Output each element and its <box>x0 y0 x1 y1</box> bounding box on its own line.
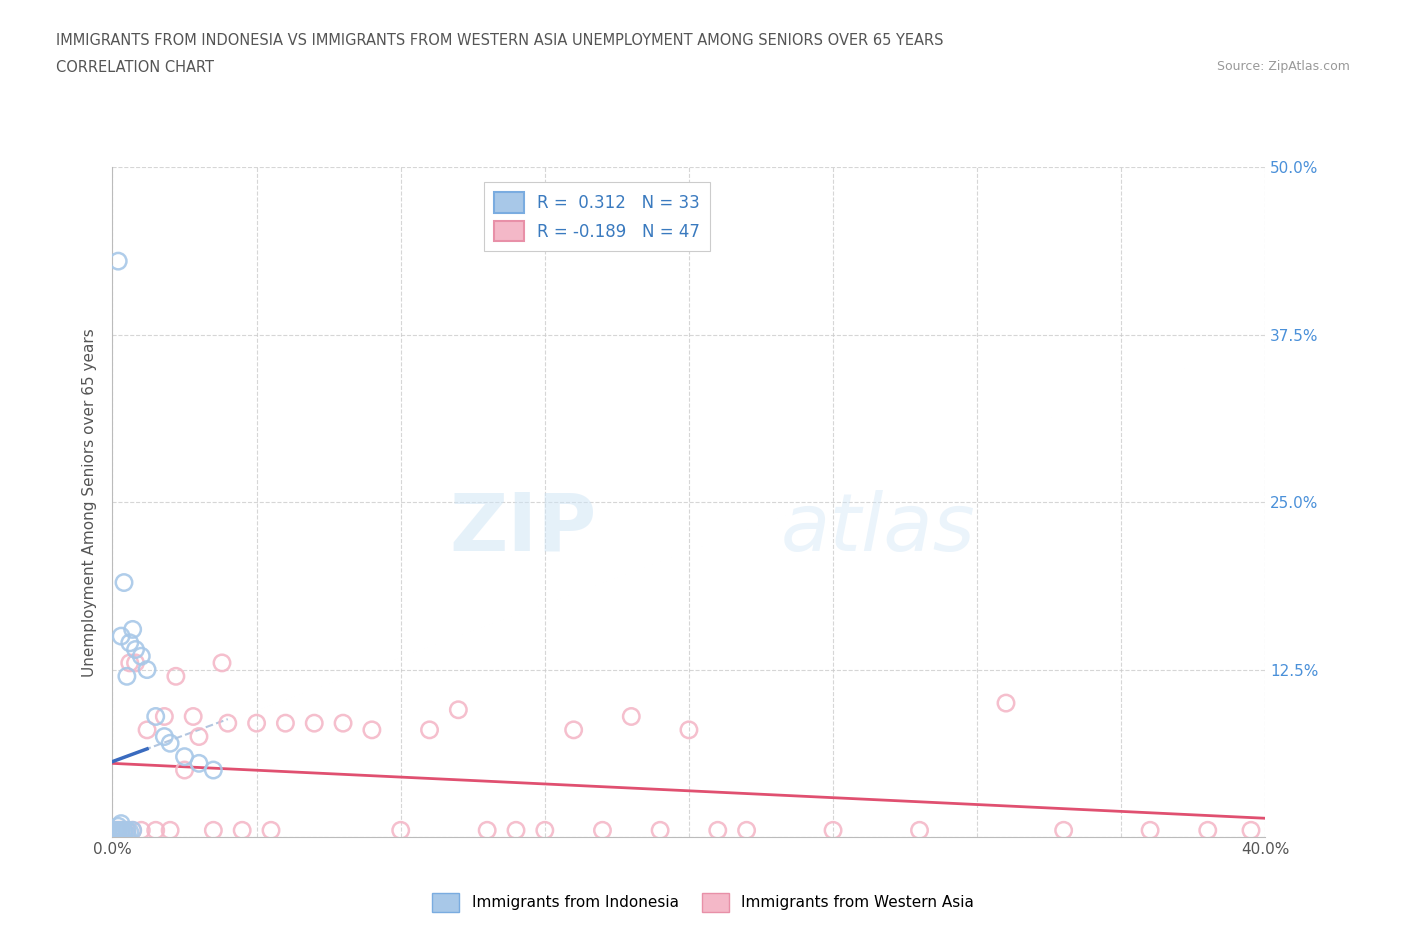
Point <box>110 829 132 844</box>
Point <box>260 823 283 838</box>
Point <box>124 642 146 657</box>
Point <box>181 709 204 724</box>
Point <box>107 823 129 838</box>
Point <box>202 763 225 777</box>
Point <box>1139 823 1161 838</box>
Point <box>110 823 132 838</box>
Point <box>620 709 643 724</box>
Point <box>217 716 239 731</box>
Point <box>136 723 159 737</box>
Point <box>104 826 127 841</box>
Point <box>115 827 138 842</box>
Point <box>121 823 143 838</box>
Point <box>115 669 138 684</box>
Point <box>110 629 132 644</box>
Point <box>153 729 176 744</box>
Point <box>1052 823 1074 838</box>
Point <box>908 823 931 838</box>
Point <box>245 716 267 731</box>
Point <box>505 823 527 838</box>
Point <box>678 723 700 737</box>
Legend: R =  0.312   N = 33, R = -0.189   N = 47: R = 0.312 N = 33, R = -0.189 N = 47 <box>484 182 710 251</box>
Point <box>274 716 297 731</box>
Point <box>107 818 129 833</box>
Text: ZIP: ZIP <box>450 490 596 568</box>
Point <box>231 823 253 838</box>
Point <box>115 823 138 838</box>
Point <box>165 669 187 684</box>
Point <box>104 823 127 838</box>
Point <box>104 829 127 844</box>
Point <box>1197 823 1219 838</box>
Text: Source: ZipAtlas.com: Source: ZipAtlas.com <box>1216 60 1350 73</box>
Text: atlas: atlas <box>782 490 976 568</box>
Point <box>145 709 167 724</box>
Point <box>115 823 138 838</box>
Point <box>1240 823 1263 838</box>
Point <box>211 656 233 671</box>
Point <box>110 823 132 838</box>
Point <box>389 823 412 838</box>
Point <box>188 729 211 744</box>
Point <box>648 823 672 838</box>
Point <box>202 823 225 838</box>
Point <box>562 723 585 737</box>
Point <box>592 823 614 838</box>
Point <box>159 736 181 751</box>
Point <box>153 709 176 724</box>
Point <box>419 723 441 737</box>
Point <box>995 696 1018 711</box>
Point <box>118 635 141 650</box>
Point <box>110 826 132 841</box>
Point <box>112 823 135 838</box>
Point <box>173 750 195 764</box>
Point <box>475 823 498 838</box>
Point <box>173 763 195 777</box>
Point <box>159 823 181 838</box>
Point <box>124 656 146 671</box>
Point <box>112 827 135 842</box>
Point <box>121 823 143 838</box>
Point <box>129 649 153 664</box>
Point <box>188 756 211 771</box>
Point <box>304 716 326 731</box>
Point <box>104 823 127 838</box>
Point <box>107 254 129 269</box>
Point <box>112 575 135 590</box>
Point <box>332 716 354 731</box>
Point <box>735 823 758 838</box>
Point <box>107 826 129 841</box>
Point <box>136 662 159 677</box>
Point <box>360 723 382 737</box>
Text: IMMIGRANTS FROM INDONESIA VS IMMIGRANTS FROM WESTERN ASIA UNEMPLOYMENT AMONG SEN: IMMIGRANTS FROM INDONESIA VS IMMIGRANTS … <box>56 33 943 47</box>
Point <box>118 656 141 671</box>
Point <box>107 823 129 838</box>
Point <box>112 823 135 838</box>
Point <box>821 823 844 838</box>
Point <box>533 823 555 838</box>
Point <box>104 827 127 842</box>
Point <box>706 823 728 838</box>
Point <box>145 823 167 838</box>
Point <box>107 829 129 844</box>
Y-axis label: Unemployment Among Seniors over 65 years: Unemployment Among Seniors over 65 years <box>82 328 97 677</box>
Point <box>110 817 132 831</box>
Point <box>118 824 141 839</box>
Text: CORRELATION CHART: CORRELATION CHART <box>56 60 214 75</box>
Point <box>447 702 470 717</box>
Legend: Immigrants from Indonesia, Immigrants from Western Asia: Immigrants from Indonesia, Immigrants fr… <box>426 887 980 918</box>
Point <box>129 823 153 838</box>
Point <box>121 622 143 637</box>
